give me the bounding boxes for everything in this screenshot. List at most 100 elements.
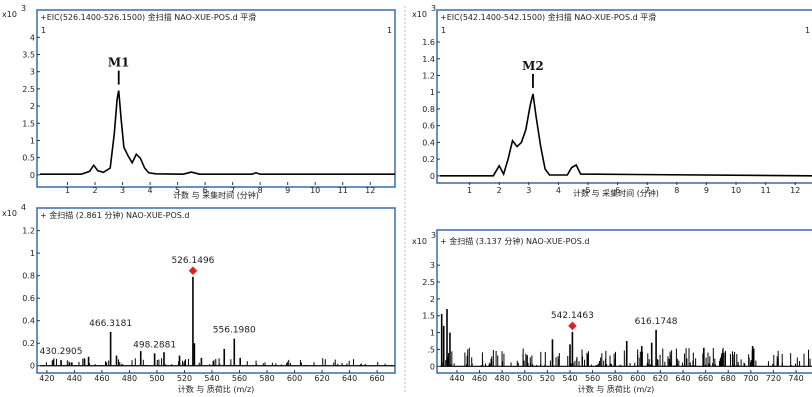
panel-exp-base: x10 xyxy=(412,237,427,246)
x-tick-label: 1 xyxy=(65,186,70,195)
x-tick-label: 4 xyxy=(556,186,561,195)
x-tick-label: 6 xyxy=(203,186,208,195)
y-axis-ticks: 0 0.2 0.4 0.6 0.8 1 1.2 xyxy=(22,227,40,371)
x-tick-label: 500 xyxy=(517,374,532,383)
x-tick-label: 440 xyxy=(67,374,82,383)
y-tick-label: 0 xyxy=(30,362,35,371)
panel-exp-base: x10 xyxy=(412,10,427,19)
peak-label: 556.1980 xyxy=(213,326,256,336)
x-tick-label: 8 xyxy=(258,186,263,195)
x-axis-label: 计数 与 采集时间 (分钟) xyxy=(573,188,659,198)
y-tick-label: 1.6 xyxy=(422,38,435,47)
y-tick-label: 1.4 xyxy=(422,55,435,64)
y-tick-label: 2.5 xyxy=(422,278,435,287)
y-tick-label: 1.2 xyxy=(22,227,35,236)
y-tick-label: 0.5 xyxy=(22,154,35,163)
x-tick-label: 7 xyxy=(645,186,650,195)
y-axis-ticks: 0 0.5 1 1.5 2 2.5 3 3.5 4 xyxy=(22,33,40,180)
peak-label: 430.2905 xyxy=(40,347,83,357)
x-tick-label: 560 xyxy=(232,374,247,383)
peak-sticks xyxy=(440,309,754,367)
panel-header: + 金扫描 (3.137 分钟) NAO-XUE-POS.d xyxy=(440,236,589,246)
y-tick-label: 0 xyxy=(30,171,35,180)
y-tick-label: 1 xyxy=(30,249,35,258)
x-tick-label: 620 xyxy=(653,374,668,383)
panel-exp-power: 3 xyxy=(21,4,26,13)
x-axis-ticks: 1 2 3 4 5 6 7 8 9 10 11 12 xyxy=(467,182,800,195)
y-tick-label: .5 xyxy=(427,345,435,354)
x-tick-label: 2 xyxy=(497,186,502,195)
x-tick-label: 12 xyxy=(790,186,800,195)
x-tick-label: 11 xyxy=(761,186,771,195)
x-tick-label: 640 xyxy=(675,374,690,383)
panel-frame xyxy=(36,9,396,188)
noise-sticks xyxy=(40,358,395,367)
y-tick-label: 0.8 xyxy=(422,105,435,114)
peak-label: 466.3181 xyxy=(89,319,132,329)
x-tick-label: 560 xyxy=(585,374,600,383)
x-tick-label: 700 xyxy=(743,374,758,383)
y-tick-label: 3 xyxy=(30,68,35,77)
x-tick-label: 7 xyxy=(230,186,235,195)
y-tick-label: 1 xyxy=(430,329,435,338)
panel-exp-power: 3 xyxy=(431,4,436,13)
x-tick-label: 5 xyxy=(175,186,180,195)
y-axis-ticks: 0 0.2 0.4 0.6 0.8 1 1.2 1.4 1.6 xyxy=(422,38,440,181)
peak-label: 498.2881 xyxy=(133,340,176,350)
x-tick-label: 680 xyxy=(721,374,736,383)
m2-label: M2 xyxy=(522,59,544,73)
x-tick-label: 460 xyxy=(472,374,487,383)
m1-label: M1 xyxy=(108,56,130,70)
y-tick-label: 0.6 xyxy=(22,294,35,303)
x-tick-label: 10 xyxy=(310,186,320,195)
precursor-diamond xyxy=(188,266,198,276)
x-tick-label: 1 xyxy=(467,186,472,195)
panel-frame xyxy=(436,9,812,184)
x-tick-label: 740 xyxy=(788,374,803,383)
y-tick-label: 0.2 xyxy=(422,155,435,164)
x-tick-label: 12 xyxy=(365,186,375,195)
panel-corner-left: 1 xyxy=(41,26,46,35)
y-tick-label: 2 xyxy=(430,295,435,304)
panel-header: +EIC(542.1400-542.1500) 金扫描 NAO-XUE-POS.… xyxy=(440,12,656,22)
eic-trace-542 xyxy=(440,93,812,177)
precursor-markers xyxy=(188,266,198,276)
x-tick-label: 600 xyxy=(630,374,645,383)
panel-ms-3137: x10 3 + 金扫描 (3.137 分钟) NAO-XUE-POS.d 0 .5… xyxy=(412,229,812,394)
panel-exp-base: x10 xyxy=(2,209,17,218)
precursor-diamond xyxy=(568,321,577,331)
panel-eic-526: x10 3 +EIC(526.1400-526.1500) 金扫描 NAO-XU… xyxy=(2,4,396,200)
x-tick-label: 600 xyxy=(287,374,302,383)
panel-exp-base: x10 xyxy=(2,10,17,19)
panel-frame xyxy=(36,207,396,374)
y-tick-label: 0.8 xyxy=(22,272,35,281)
x-tick-label: 540 xyxy=(204,374,219,383)
y-tick-label: 1.5 xyxy=(422,312,435,321)
x-axis-ticks: 1 2 3 4 5 6 7 8 9 10 11 12 xyxy=(65,182,375,195)
noise-sticks xyxy=(440,347,812,367)
peak-labels: 430.2905 466.3181 498.2881 526.1496 556.… xyxy=(40,256,256,357)
y-tick-label: 0 xyxy=(430,362,435,371)
y-tick-label: 1 xyxy=(430,88,435,97)
x-tick-label: 5 xyxy=(585,186,590,195)
y-axis-ticks: 0 .5 1 1.5 2 2.5 3 xyxy=(422,261,440,371)
panel-frame xyxy=(436,229,812,374)
panel-eic-542: x10 3 +EIC(542.1400-542.1500) 金扫描 NAO-XU… xyxy=(412,4,812,198)
x-axis-label: 计数 与 采集时间 (分钟) xyxy=(173,190,259,200)
peak-label: 616.1748 xyxy=(635,317,678,327)
peak-label: 526.1496 xyxy=(171,256,214,266)
x-axis-label: 计数 与 质荷比 (m/z) xyxy=(578,384,655,394)
x-tick-label: 2 xyxy=(92,186,97,195)
panel-header: + 金扫描 (2.861 分钟) NAO-XUE-POS.d xyxy=(40,210,189,220)
x-tick-label: 480 xyxy=(122,374,137,383)
x-tick-label: 660 xyxy=(369,374,384,383)
x-tick-label: 480 xyxy=(495,374,510,383)
x-tick-label: 720 xyxy=(766,374,781,383)
peak-label: 542.1463 xyxy=(551,311,594,321)
y-tick-label: 1.5 xyxy=(22,119,35,128)
y-tick-label: 0.2 xyxy=(22,339,35,348)
y-tick-label: 0.4 xyxy=(422,138,435,147)
y-tick-label: 1 xyxy=(30,136,35,145)
eic-trace-526 xyxy=(40,90,395,176)
panel-exp-power: 4 xyxy=(21,203,26,212)
